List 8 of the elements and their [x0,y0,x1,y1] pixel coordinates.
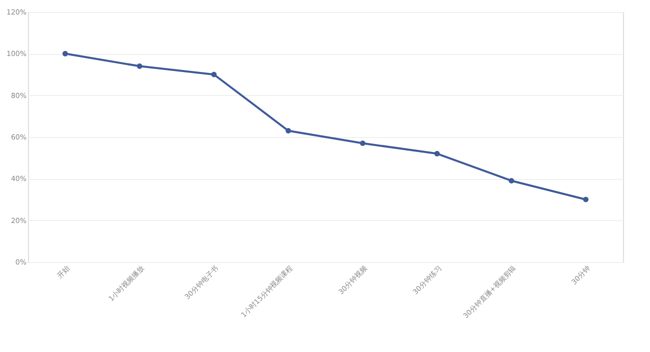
point [508,178,514,184]
point [136,63,142,69]
point [211,72,217,78]
point [286,128,292,134]
point [360,140,366,146]
point [583,196,589,202]
point [62,50,68,56]
point [434,150,440,156]
